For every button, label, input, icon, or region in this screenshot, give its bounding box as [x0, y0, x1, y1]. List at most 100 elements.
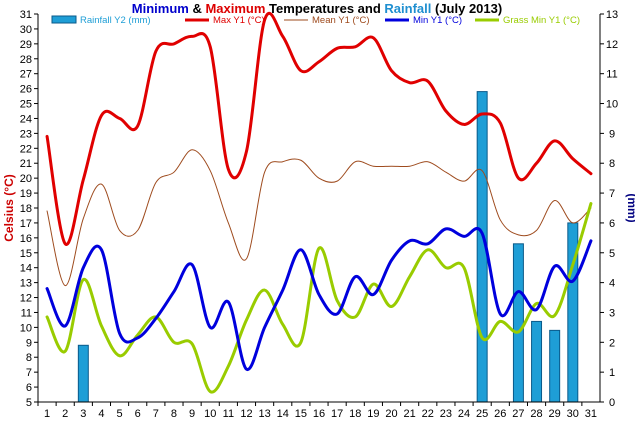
y-right-tick-label: 3: [609, 307, 615, 319]
y-left-tick-label: 15: [20, 248, 32, 260]
x-tick-label: 9: [189, 408, 195, 420]
y-left-tick-label: 11: [21, 307, 32, 319]
y-axis-right-label: (mm): [625, 193, 635, 222]
y-right-tick-label: 12: [606, 39, 618, 51]
y-left-tick-label: 24: [20, 113, 32, 125]
chart-legend: Rainfall Y2 (mm) Max Y1 (°C) Mean Y1 (°C) M…: [51, 15, 580, 26]
y-right-tick-label: 9: [609, 128, 615, 140]
x-tick-label: 22: [422, 408, 434, 420]
x-tick-label: 28: [530, 408, 542, 420]
x-tick-label: 11: [223, 408, 234, 420]
y-left-tick-label: 25: [20, 99, 32, 111]
rainfall-bar-day-3: [77, 344, 89, 403]
x-tick-label: 31: [585, 408, 597, 420]
x-tick-label: 18: [349, 408, 361, 420]
title-part-4: Rainfall: [384, 1, 431, 16]
rainfall-bar-day-29: [549, 329, 561, 403]
title-part-5: (July 2013): [431, 1, 502, 16]
y-left-tick-label: 13: [20, 278, 32, 290]
title-part-0: Minimum: [132, 1, 189, 16]
y-left-tick-label: 21: [20, 158, 32, 170]
legend-label: Mean Y1 (°C): [312, 15, 369, 26]
y-left-tick-label: 30: [20, 24, 32, 36]
x-tick-label: 7: [153, 408, 159, 420]
x-tick-label: 17: [331, 408, 343, 420]
y-right-tick-label: 7: [609, 188, 615, 200]
chart-title: Minimum & Maximum Temperatures and Rainf…: [132, 1, 502, 16]
y-right-tick-label: 11: [606, 69, 617, 81]
mean-y1-c-line: [46, 149, 592, 287]
y-left-tick-label: 14: [20, 263, 32, 275]
y-left-tick-label: 16: [20, 233, 32, 245]
y-right-tick-label: 6: [609, 218, 615, 230]
y-left-tick-label: 22: [20, 143, 32, 155]
x-tick-label: 12: [240, 408, 252, 420]
x-tick-label: 24: [458, 408, 470, 420]
y-left-tick-label: 6: [26, 382, 32, 394]
x-tick-label: 6: [135, 408, 141, 420]
temperature-lines: [45, 11, 593, 394]
x-tick-label: 3: [80, 408, 86, 420]
x-tick-label: 14: [277, 408, 289, 420]
legend-item: Mean Y1 (°C): [284, 15, 369, 26]
chart-axes: 5678910111213141516171819202122232425262…: [20, 9, 618, 420]
legend-label: Rainfall Y2 (mm): [80, 15, 151, 26]
y-left-tick-label: 5: [26, 397, 32, 409]
x-tick-label: 16: [313, 408, 325, 420]
legend-label: Min Y1 (°C): [413, 15, 462, 26]
x-tick-label: 4: [98, 408, 104, 420]
rainfall-bars: [77, 91, 579, 403]
x-tick-label: 26: [494, 408, 506, 420]
y-left-tick-label: 27: [20, 69, 32, 81]
x-tick-label: 21: [404, 408, 416, 420]
legend-item: Max Y1 (°C): [185, 15, 265, 26]
y-right-tick-label: 5: [609, 248, 615, 260]
y-left-tick-label: 10: [20, 322, 32, 334]
y-right-tick-label: 10: [606, 99, 618, 111]
rainfall-bar-day-27: [512, 243, 524, 403]
legend-label: Max Y1 (°C): [213, 15, 265, 26]
x-tick-label: 2: [62, 408, 68, 420]
x-tick-label: 25: [476, 408, 488, 420]
y-left-tick-label: 20: [20, 173, 32, 185]
x-tick-label: 1: [44, 408, 50, 420]
y-right-tick-label: 13: [606, 9, 618, 21]
y-left-tick-label: 29: [20, 39, 32, 51]
max-y1-c-line: [45, 11, 593, 246]
y-right-tick-label: 4: [609, 278, 615, 290]
x-tick-label: 29: [549, 408, 561, 420]
y-axis-left-label: Celsius (°C): [2, 174, 16, 241]
y-left-tick-label: 31: [20, 9, 32, 21]
x-tick-label: 5: [117, 408, 123, 420]
y-left-tick-label: 19: [20, 188, 32, 200]
legend-label: Grass Min Y1 (°C): [503, 15, 580, 26]
x-tick-label: 13: [258, 408, 270, 420]
y-left-tick-label: 28: [20, 54, 32, 66]
y-left-tick-label: 8: [26, 352, 32, 364]
title-part-2: Maximum: [205, 1, 265, 16]
y-left-tick-label: 9: [26, 337, 32, 349]
legend-item: Rainfall Y2 (mm): [51, 15, 151, 26]
x-tick-label: 10: [204, 408, 216, 420]
title-part-3: Temperatures and: [265, 1, 384, 16]
y-left-tick-label: 18: [20, 203, 32, 215]
x-tick-label: 27: [512, 408, 524, 420]
legend-item: Grass Min Y1 (°C): [475, 15, 580, 26]
rainfall-bar-day-28: [531, 320, 543, 403]
title-part-1: &: [189, 1, 206, 16]
y-right-tick-label: 1: [609, 367, 615, 379]
min-y1-c-line: [45, 226, 593, 371]
x-tick-label: 8: [171, 408, 177, 420]
grass-min-y1-c-line: [45, 202, 593, 394]
legend-swatch: [51, 15, 77, 24]
x-tick-label: 19: [367, 408, 379, 420]
y-right-tick-label: 2: [609, 337, 615, 349]
y-left-tick-label: 7: [26, 367, 32, 379]
y-left-tick-label: 12: [20, 293, 32, 305]
x-tick-label: 30: [567, 408, 579, 420]
x-tick-label: 20: [385, 408, 397, 420]
y-left-tick-label: 17: [20, 218, 32, 230]
y-right-tick-label: 0: [609, 397, 615, 409]
y-left-tick-label: 23: [20, 128, 32, 140]
